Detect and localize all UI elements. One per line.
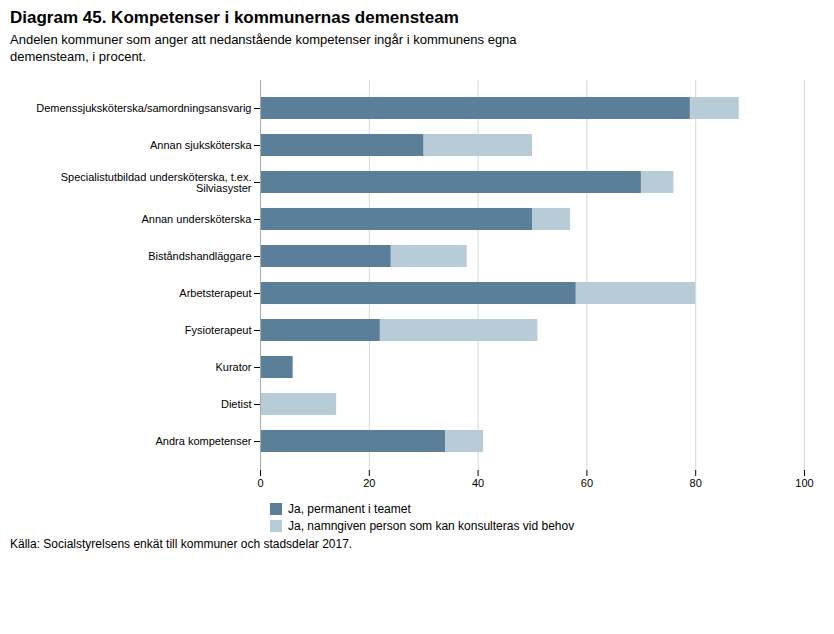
svg-text:Biståndshandläggare: Biståndshandläggare <box>148 250 251 262</box>
html-text:Ja, namngiven person som kan k: Ja, namngiven person som kan konsulteras… <box>288 518 575 533</box>
html-text:Källa: Socialstyrelsens enkät: Källa: Socialstyrelsens enkät till kommu… <box>10 536 353 551</box>
svg-text:100: 100 <box>795 477 813 489</box>
svg-text:Demenssjuksköterska/samordning: Demenssjuksköterska/samordningsansvarig <box>36 102 251 114</box>
html-text:Diagram 45. Kompetenser i komm: Diagram 45. Kompetenser i kommunernas de… <box>10 8 459 27</box>
svg-text:Dietist: Dietist <box>221 398 252 410</box>
svg-text:Annan undersköterska: Annan undersköterska <box>141 213 252 225</box>
svg-text:0: 0 <box>257 477 263 489</box>
svg-text:Specialistutbildad undersköter: Specialistutbildad undersköterska, t.ex.… <box>61 170 252 193</box>
svg-text:Andra kompetenser: Andra kompetenser <box>156 435 252 447</box>
svg-text:40: 40 <box>472 477 484 489</box>
svg-text:80: 80 <box>690 477 702 489</box>
svg-text:60: 60 <box>581 477 593 489</box>
html-text:Ja, permanent i teamet: Ja, permanent i teamet <box>288 501 411 516</box>
svg-text:20: 20 <box>363 477 375 489</box>
svg-text:Annan sjuksköterska: Annan sjuksköterska <box>150 139 252 151</box>
svg-text:Kurator: Kurator <box>215 361 251 373</box>
html-text:Andelen kommuner som anger att: Andelen kommuner som anger att nedanståe… <box>10 32 517 64</box>
svg-text:Arbetsterapeut: Arbetsterapeut <box>179 287 251 299</box>
svg-text:Fysioterapeut: Fysioterapeut <box>185 324 252 336</box>
